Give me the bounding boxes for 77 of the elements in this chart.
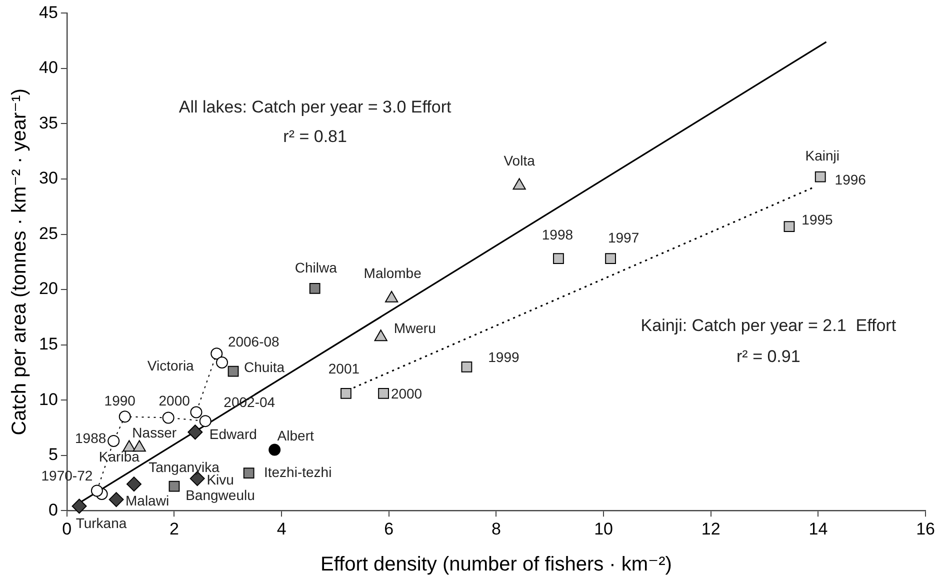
point [268, 444, 281, 456]
y-tick-label: 5 [48, 445, 58, 464]
annotation: 2000 [158, 392, 190, 409]
annotation: Nasser [132, 424, 177, 440]
point [162, 412, 174, 424]
annotation: r² = 0.81 [283, 127, 347, 146]
point [340, 388, 352, 399]
x-tick-label: 16 [916, 519, 936, 538]
point [605, 253, 616, 264]
y-tick-label: 10 [38, 390, 58, 409]
point [199, 415, 212, 428]
annotation: Kariba [98, 448, 140, 464]
point [814, 171, 826, 182]
annotation: 1990 [104, 392, 136, 409]
annotation: Kainji [805, 148, 840, 164]
annotation: Itezhi-tezhi [264, 464, 332, 480]
point [309, 282, 320, 294]
point [784, 221, 795, 232]
point [90, 484, 103, 497]
x-tick-label: 2 [170, 519, 179, 538]
annotation: 1996 [834, 172, 866, 188]
x-tick-label: 10 [594, 519, 614, 538]
annotation: Malawi [125, 492, 170, 508]
point [72, 498, 87, 514]
annotation: Chuita [244, 359, 285, 376]
x-axis-title: Effort density (number of fishers · km⁻²) [320, 554, 672, 576]
annotation: 2000 [390, 385, 422, 402]
point [190, 406, 202, 418]
y-tick-label: 35 [38, 113, 58, 132]
annotation: 1998 [542, 226, 574, 242]
x-tick-label: 12 [701, 519, 720, 538]
point [512, 178, 526, 190]
y-tick-label: 0 [48, 500, 58, 520]
x-tick-label: 14 [808, 519, 828, 538]
annotation: 1988 [75, 430, 106, 446]
y-tick-label: 45 [38, 2, 58, 22]
annotation: Turkana [76, 515, 127, 532]
annotation: 2001 [328, 360, 360, 376]
point [118, 410, 131, 423]
point [553, 253, 564, 264]
annotation: All lakes: Catch per year = 3.0 Effort [178, 97, 452, 116]
annotation: 1997 [608, 229, 640, 246]
annotation: 1999 [488, 348, 520, 365]
point [108, 492, 124, 508]
point [374, 330, 388, 342]
x-tick-label: 4 [276, 519, 286, 538]
annotation: Victoria [147, 358, 194, 374]
point [188, 424, 203, 440]
annotation: Mweru [394, 320, 436, 336]
annotation: Bangweulu [186, 487, 255, 504]
x-tick-label: 8 [491, 519, 501, 538]
point [108, 434, 120, 447]
point [168, 480, 180, 492]
annotation: Malombe [364, 265, 422, 282]
y-tick-label: 40 [38, 58, 58, 78]
y-axis-title: Catch per area (tonnes · km⁻² · year⁻¹) [8, 88, 31, 436]
annotation: Albert [277, 428, 314, 444]
x-tick-label: 6 [384, 519, 394, 538]
y-tick-label: 30 [38, 168, 58, 188]
annotation: Kainji: Catch per year = 2.1 Effort [640, 316, 896, 336]
x-tick-label: 0 [62, 519, 72, 538]
y-tick-label: 20 [38, 279, 58, 298]
y-tick-label: 15 [38, 334, 58, 354]
annotation: r² = 0.91 [736, 347, 800, 366]
point [228, 366, 239, 377]
point [126, 476, 142, 492]
point [378, 388, 389, 399]
point [461, 361, 472, 372]
point [243, 468, 254, 478]
y-tick-label: 25 [38, 224, 58, 243]
annotation: Edward [209, 426, 257, 442]
point [210, 348, 223, 360]
annotation: Chilwa [294, 259, 338, 276]
annotation: 1995 [802, 211, 834, 228]
point [216, 356, 228, 368]
annotation: Volta [504, 152, 536, 168]
annotation: 2006-08 [228, 334, 280, 350]
